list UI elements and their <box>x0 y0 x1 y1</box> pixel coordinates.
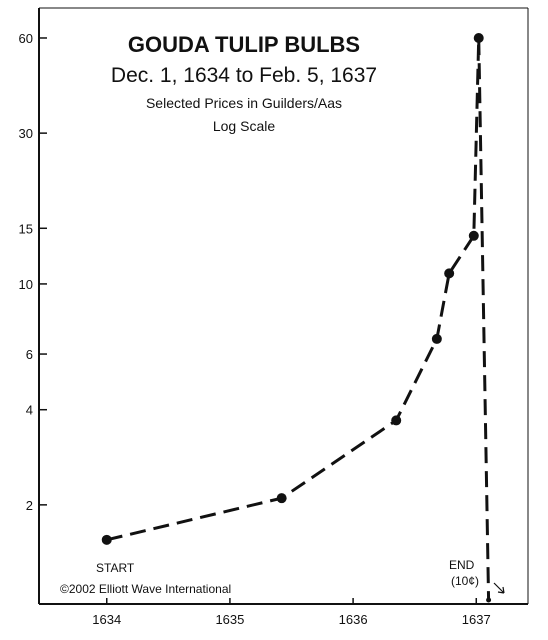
y-tick-label: 4 <box>26 403 33 418</box>
data-point <box>473 32 484 43</box>
y-tick-label: 30 <box>19 126 33 141</box>
chart-subtitle: Dec. 1, 1634 to Feb. 5, 1637 <box>111 64 377 87</box>
x-axis-ticks: 1634 1635 1636 1637 <box>92 598 491 627</box>
chart-title: GOUDA TULIP BULBS <box>128 32 360 57</box>
x-tick-label: 1635 <box>215 612 244 627</box>
data-point <box>101 534 112 545</box>
price-series <box>101 32 492 603</box>
chart-subtitle-units: Selected Prices in Guilders/Aas <box>146 95 342 111</box>
y-tick-label: 2 <box>26 498 33 513</box>
series-line <box>106 36 491 601</box>
data-point <box>486 597 492 603</box>
data-point <box>444 268 455 279</box>
data-point <box>276 493 287 504</box>
x-tick-label: 1637 <box>462 612 491 627</box>
y-axis-ticks: 2 4 6 10 15 30 60 <box>19 31 47 513</box>
end-label: END <box>449 558 475 572</box>
chart-subtitle-scale: Log Scale <box>213 118 275 134</box>
y-tick-label: 15 <box>19 221 33 236</box>
data-point <box>468 230 479 241</box>
data-point <box>431 333 442 344</box>
start-label: START <box>96 561 135 575</box>
y-tick-label: 60 <box>19 31 33 46</box>
data-point <box>391 415 402 426</box>
x-tick-label: 1634 <box>92 612 121 627</box>
copyright-label: ©2002 Elliott Wave International <box>60 582 231 596</box>
end-value-label: (10¢) <box>451 574 479 588</box>
x-tick-label: 1636 <box>339 612 368 627</box>
y-tick-label: 10 <box>19 277 33 292</box>
end-arrow <box>493 582 505 594</box>
y-tick-label: 6 <box>26 347 33 362</box>
